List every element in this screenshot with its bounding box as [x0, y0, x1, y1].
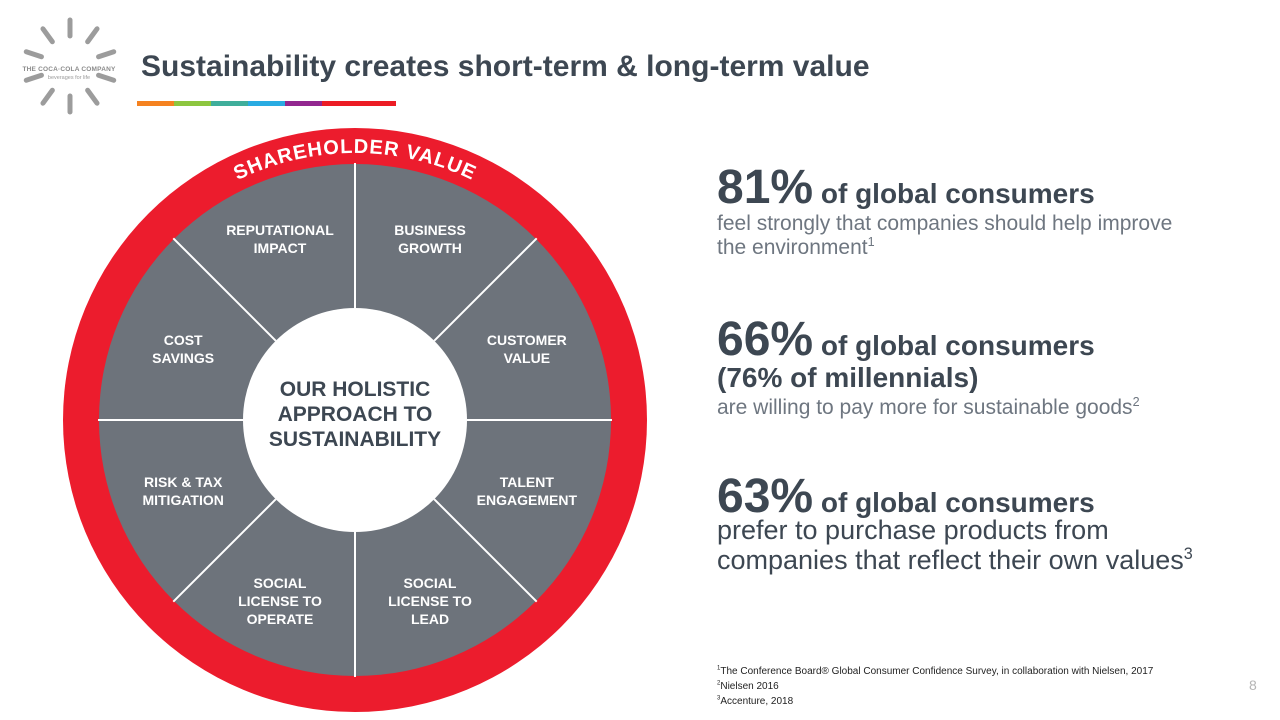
- stat-3: 63% of global consumers: [717, 469, 1095, 524]
- segment-dividers: [98, 163, 612, 677]
- stat-1-line-1: feel strongly that companies should help…: [717, 212, 1173, 235]
- stat-2-footnote-ref: 2: [1132, 395, 1140, 409]
- stat-2-body: are willing to pay more for sustainable …: [717, 396, 1140, 420]
- segment-label-line: SAVINGS: [152, 350, 214, 366]
- footnote-1-text: The Conference Board® Global Consumer Co…: [720, 666, 1154, 677]
- segment-label-line: LICENSE TO: [238, 593, 322, 609]
- footnote-1: 1The Conference Board® Global Consumer C…: [717, 666, 1153, 677]
- title-bar-segment: [211, 101, 248, 106]
- logo-ray: [96, 72, 117, 83]
- footnote-3: 3Accenture, 2018: [717, 696, 793, 707]
- stat-1-line-2: the environment: [717, 236, 868, 259]
- center-label-line: APPROACH TO: [278, 403, 433, 426]
- title-bar-segment: [248, 101, 285, 106]
- segment-label-line: LEAD: [411, 611, 449, 627]
- title-bar-segment: [285, 101, 322, 106]
- logo-ray: [23, 72, 44, 83]
- logo-brand: THE COCA·COLA COMPANY: [22, 66, 116, 73]
- footnote-2-num: 2: [717, 680, 721, 687]
- footnote-3-num: 3: [717, 695, 721, 702]
- stat-3-percent: 63%: [717, 470, 814, 523]
- segment-label-line: ENGAGEMENT: [477, 492, 578, 508]
- title-bar-segment: [137, 101, 174, 106]
- segment-label-line: IMPACT: [254, 240, 307, 256]
- logo-ray: [40, 87, 55, 106]
- stat-1-footnote-ref: 1: [867, 235, 875, 249]
- stat-2-percent: 66%: [717, 313, 814, 366]
- center-label-line: SUSTAINABILITY: [269, 428, 441, 451]
- title-bar-segment: [174, 101, 211, 106]
- stat-3-footnote-ref: 3: [1183, 545, 1193, 563]
- stat-3-body: prefer to purchase products from compani…: [717, 515, 1193, 575]
- segment-label-line: GROWTH: [398, 240, 462, 256]
- company-logo: THE COCA·COLA COMPANY beverages for life: [14, 14, 124, 122]
- logo-ray: [23, 49, 44, 60]
- segment-label-line: BUSINESS: [394, 222, 466, 238]
- segment-label-line: SOCIAL: [254, 575, 307, 591]
- segment-labels: REPUTATIONAL IMPACT BUSINESS GROWTH CUSTOMER…: [142, 222, 577, 627]
- segment-divider: [172, 237, 277, 342]
- segment-divider: [433, 498, 538, 603]
- logo-ray: [40, 26, 55, 45]
- logo-ray: [85, 87, 100, 106]
- footnote-1-num: 1: [717, 665, 721, 672]
- stat-1-percent: 81%: [717, 161, 814, 214]
- segment-label-line: SOCIAL: [404, 575, 457, 591]
- stat-3-line-2: companies that reflect their own values: [717, 545, 1184, 575]
- center-label-line: OUR HOLISTIC: [280, 378, 431, 401]
- sustainability-wheel: SHAREHOLDER VALUE REPUTATIONALIMPACTBUSI…: [63, 128, 647, 712]
- stat-1: 81% of global consumers: [717, 160, 1095, 215]
- segment-label-line: REPUTATIONAL: [226, 222, 334, 238]
- center-circle: [243, 308, 467, 532]
- stat-1-body: feel strongly that companies should help…: [717, 212, 1172, 260]
- logo-tagline: beverages for life: [47, 75, 91, 81]
- logo-ray: [96, 49, 117, 60]
- segment-divider: [433, 237, 538, 342]
- title-bar-segment: [359, 101, 396, 106]
- footnote-2: 2Nielsen 2016: [717, 681, 779, 692]
- segment-label-line: COST: [164, 332, 203, 348]
- sunburst-icon: [23, 17, 117, 115]
- stat-2: 66% of global consumers: [717, 312, 1095, 367]
- segment-label-line: TALENT: [500, 474, 555, 490]
- segment-label-line: RISK & TAX: [144, 474, 223, 490]
- stat-2-line-1: are willing to pay more for sustainable …: [717, 396, 1133, 419]
- segment-divider: [172, 498, 277, 603]
- title-color-bar: [137, 101, 396, 106]
- title-bar-segment: [322, 101, 359, 106]
- stat-3-heading: of global consumers: [813, 487, 1095, 518]
- segment-label-line: VALUE: [504, 350, 550, 366]
- logo-ray: [85, 26, 100, 45]
- page-title: Sustainability creates short-term & long…: [141, 50, 870, 83]
- page-number: 8: [1249, 677, 1257, 693]
- stat-2-subheading: (76% of millennials): [717, 362, 979, 393]
- segment-label-line: CUSTOMER: [487, 332, 567, 348]
- stat-3-line-1: prefer to purchase products from: [717, 515, 1109, 545]
- stat-2-heading: of global consumers: [813, 330, 1095, 361]
- footnote-2-text: Nielsen 2016: [720, 681, 779, 692]
- segment-label-line: MITIGATION: [142, 492, 223, 508]
- footnote-3-text: Accenture, 2018: [720, 696, 794, 707]
- segment-label-line: OPERATE: [247, 611, 314, 627]
- segment-label-line: LICENSE TO: [388, 593, 472, 609]
- stat-1-heading: of global consumers: [813, 178, 1095, 209]
